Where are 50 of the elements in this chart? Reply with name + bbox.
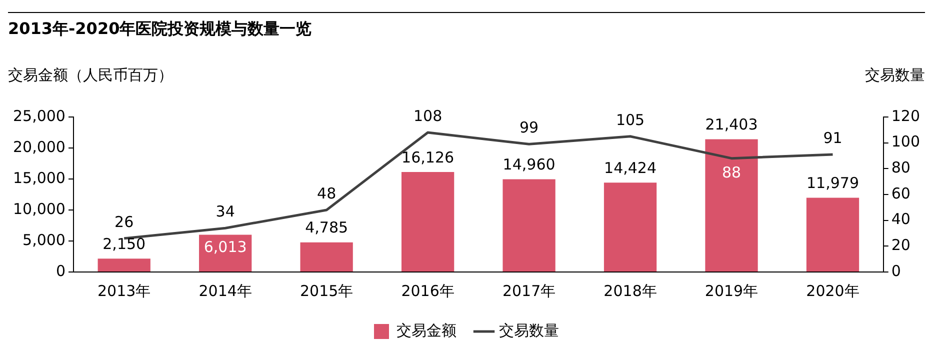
x-tick-label: 2017年 — [502, 282, 556, 300]
bar — [604, 182, 657, 272]
data-label: 16,126 — [402, 148, 454, 166]
bar — [502, 179, 556, 272]
data-label: 11,979 — [806, 174, 859, 192]
y2-tick-label: 40 — [891, 210, 910, 228]
y-tick-label: 5,000 — [22, 230, 66, 249]
y2-tick-label: 80 — [891, 158, 910, 177]
legend-label: 交易金额 — [396, 321, 456, 340]
bar — [806, 198, 860, 272]
data-label: 34 — [216, 202, 235, 220]
x-tick-label: 2016年 — [401, 282, 454, 300]
bar — [98, 258, 150, 272]
data-label: 99 — [520, 118, 539, 137]
x-tick-label: 2020年 — [806, 282, 860, 300]
data-label: 6,013 — [204, 238, 247, 256]
y2-tick-label: 120 — [891, 106, 920, 125]
data-label: 21,403 — [705, 116, 758, 134]
x-tick-label: 2014年 — [198, 282, 252, 300]
y2-tick-label: 20 — [891, 236, 910, 254]
x-tick-label: 2013年 — [98, 282, 151, 300]
data-label: 48 — [317, 184, 336, 202]
x-tick-label: 2015年 — [300, 282, 354, 300]
bar — [705, 139, 758, 272]
bar — [199, 234, 252, 272]
data-label: 88 — [722, 164, 742, 182]
data-label: 91 — [823, 128, 842, 147]
y-tick-label: 20,000 — [12, 138, 66, 156]
y-tick-label: 15,000 — [12, 168, 66, 187]
y2-tick-label: 60 — [891, 184, 910, 202]
y-tick-label: 10,000 — [12, 200, 66, 218]
chart-title: 2013年-2020年医院投资规模与数量一览 — [8, 12, 925, 40]
data-label: 108 — [413, 106, 442, 125]
x-tick-label: 2019年 — [704, 282, 758, 300]
y-axis-title: 交易金额（人民币百万） — [8, 66, 173, 85]
legend-label: 交易数量 — [499, 321, 559, 340]
bar — [300, 242, 353, 272]
data-label: 4,785 — [305, 218, 348, 237]
data-label: 14,960 — [502, 156, 556, 174]
x-tick-label: 2018年 — [604, 282, 657, 300]
data-label: 2,150 — [102, 235, 146, 254]
y2-tick-label: 0 — [891, 262, 901, 280]
y-tick-label: 0 — [56, 262, 66, 280]
data-label: 26 — [114, 212, 134, 231]
y2-axis-title: 交易数量 — [865, 66, 925, 85]
data-label: 105 — [616, 110, 645, 129]
y2-tick-label: 100 — [891, 132, 920, 151]
bar — [401, 172, 454, 272]
y-tick-label: 25,000 — [12, 106, 66, 125]
data-label: 14,424 — [604, 158, 657, 177]
